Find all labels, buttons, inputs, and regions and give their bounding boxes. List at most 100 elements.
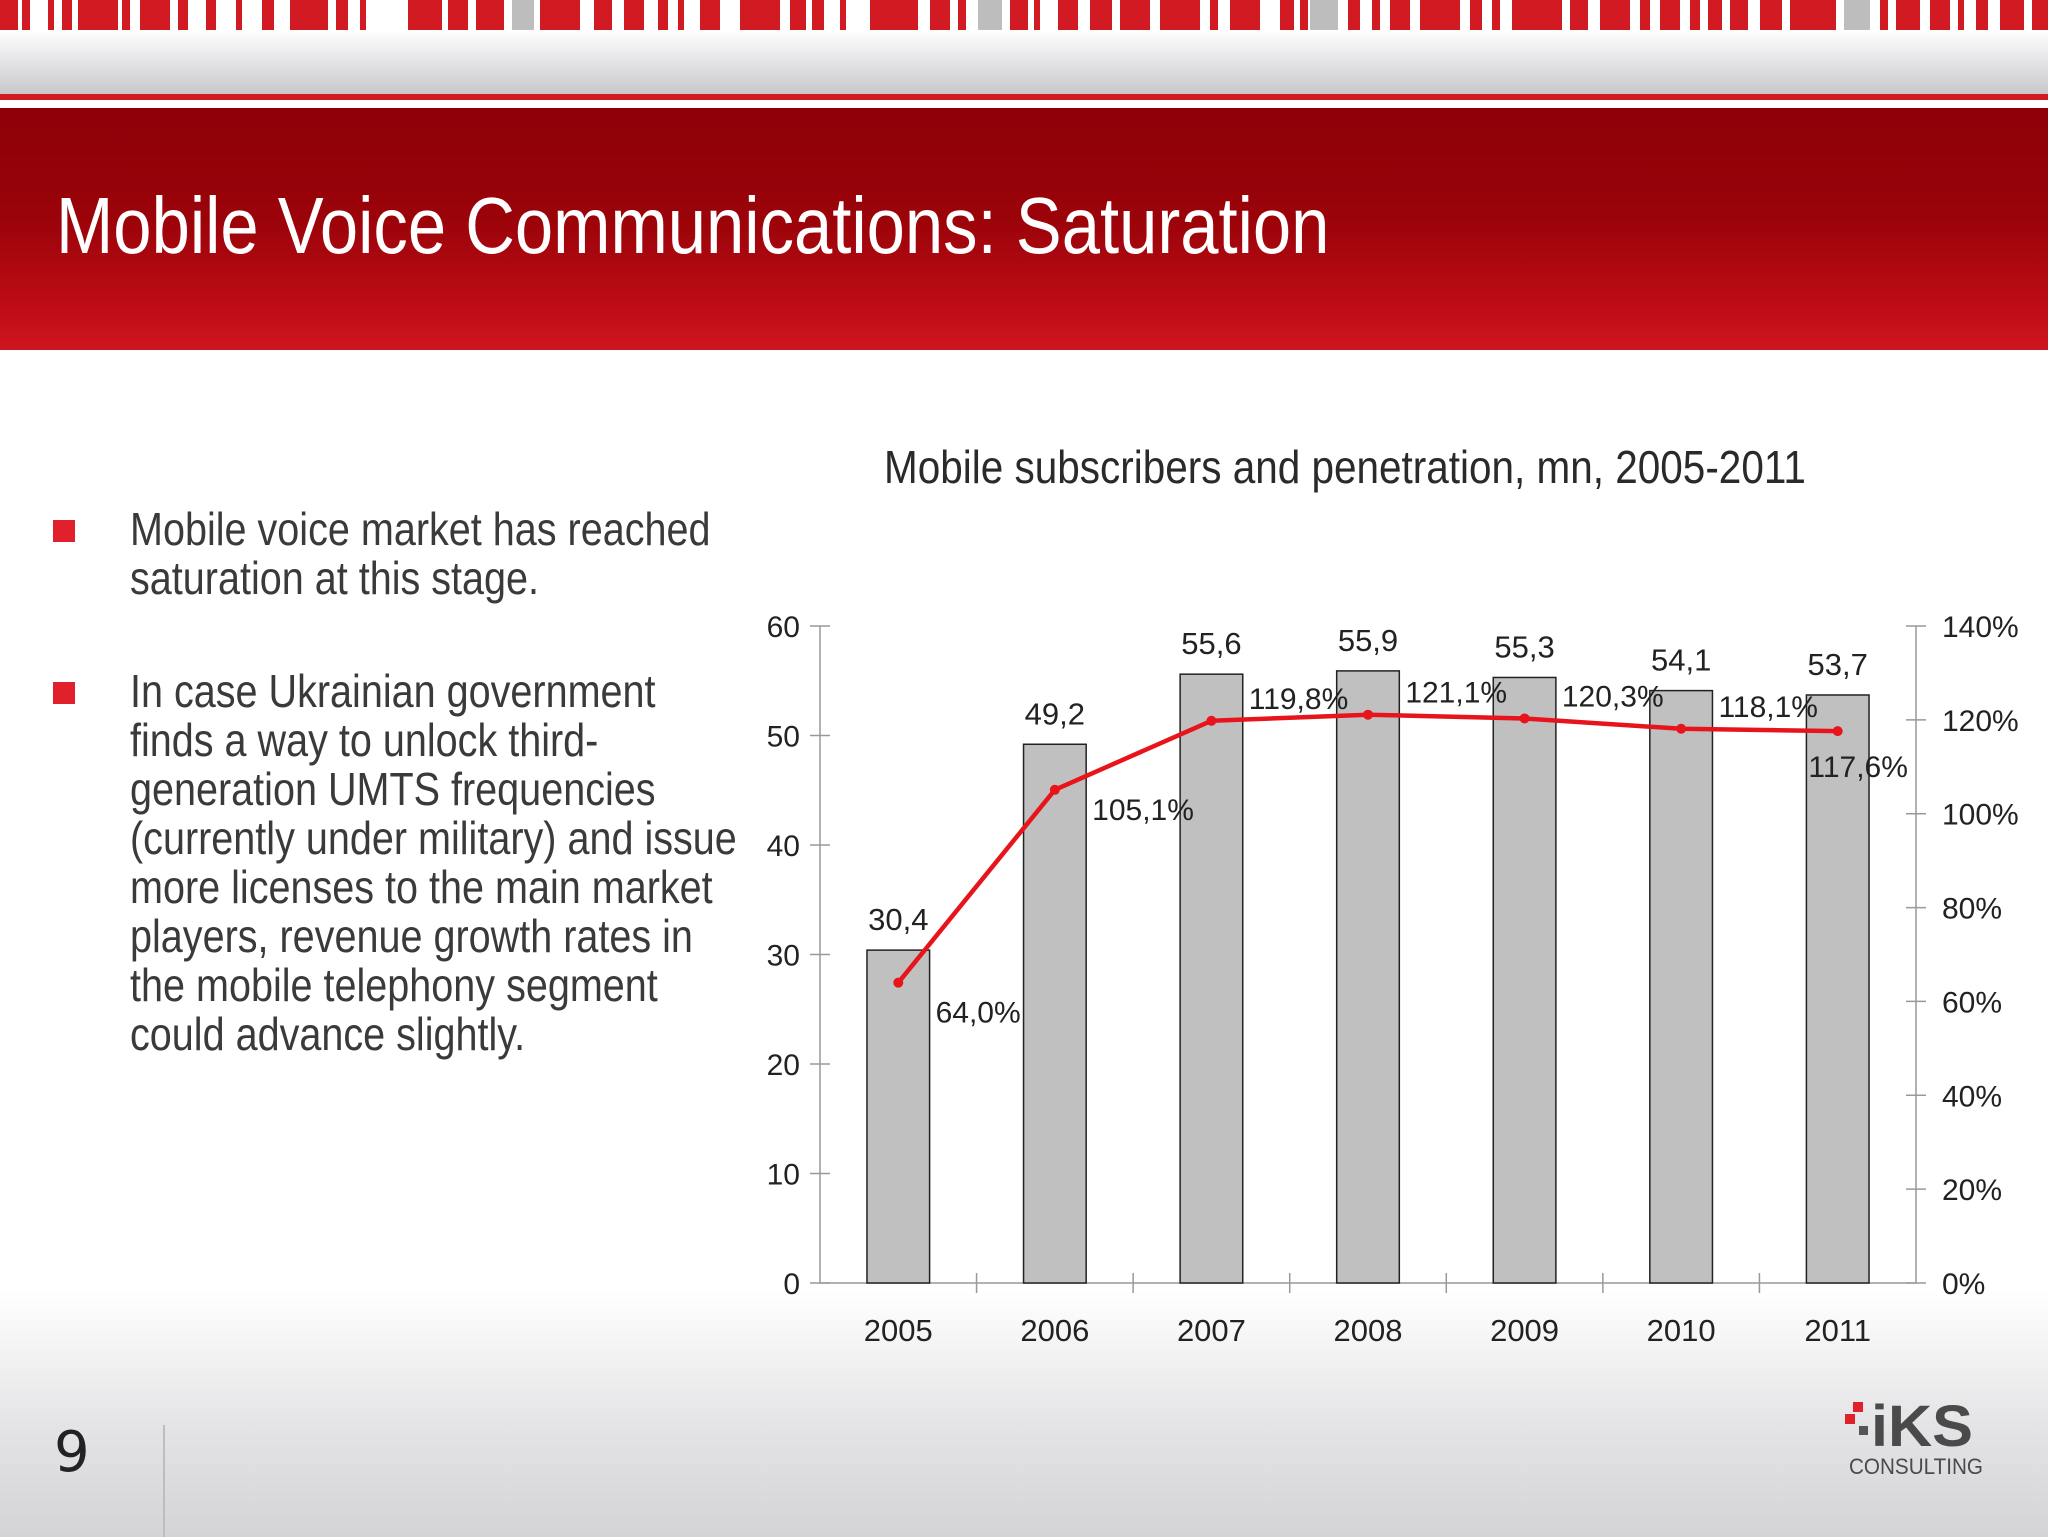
y-right-tick-label: 80% (1942, 893, 2002, 926)
y-right-tick-label: 140% (1942, 611, 2019, 644)
stripe (1372, 0, 1380, 30)
line-point (1519, 713, 1530, 724)
y-right-tick-label: 60% (1942, 986, 2002, 1019)
stripe (336, 0, 348, 30)
stripe (1210, 0, 1218, 30)
stripe (1512, 0, 1562, 30)
stripe (408, 0, 442, 30)
y-right-tick-label: 120% (1942, 705, 2019, 738)
bar (1179, 673, 1244, 1284)
y-right-tick-label: 40% (1942, 1080, 2002, 1113)
stripe (840, 0, 846, 30)
stripe (262, 0, 274, 30)
slide-title: Mobile Voice Communications: Saturation (56, 181, 1330, 270)
y-right-tick-label: 100% (1942, 799, 2019, 832)
x-tick-label: 2009 (1490, 1313, 1559, 1348)
stripe (1880, 0, 1888, 30)
bullet-list: Mobile voice market has reached saturati… (50, 505, 750, 1095)
stripe (958, 0, 966, 30)
stripe (1760, 0, 1782, 30)
stripe (540, 0, 580, 30)
stripe (1492, 0, 1500, 30)
bar (1022, 743, 1087, 1284)
y-left-tick-label: 60 (767, 611, 800, 644)
stripe (1730, 0, 1748, 30)
stripe (790, 0, 806, 30)
x-tick-label: 2007 (1177, 1313, 1246, 1348)
y-left-tick-label: 50 (767, 721, 800, 754)
stripe (360, 0, 366, 30)
y-left-tick-label: 10 (767, 1159, 800, 1192)
stripe (1300, 0, 1308, 30)
stripe (1348, 0, 1360, 30)
stripe (1690, 0, 1700, 30)
page-number: 9 (54, 1420, 90, 1485)
stripe (1310, 0, 1338, 30)
stripe (1958, 0, 1964, 30)
stripe (2000, 0, 2024, 30)
stripe (594, 0, 612, 30)
line-data-label: 64,0% (936, 997, 1021, 1030)
stripe (236, 0, 242, 30)
stripe (2032, 0, 2048, 30)
stripe (740, 0, 780, 30)
line-point (1363, 709, 1373, 720)
bar-data-label: 53,7 (1808, 647, 1868, 682)
stripe (1390, 0, 1410, 30)
stripe (448, 0, 468, 30)
stripe (1010, 0, 1028, 30)
logo-square-icon (1845, 1414, 1855, 1424)
bar (1805, 694, 1870, 1284)
stripe (1896, 0, 1920, 30)
stripe (476, 0, 504, 30)
bullet-square-icon (53, 520, 75, 542)
stripe (658, 0, 668, 30)
logo-square-icon (1859, 1426, 1868, 1435)
bar (1649, 689, 1714, 1284)
stripe (870, 0, 918, 30)
stripe (512, 0, 534, 30)
bar-data-label: 54,1 (1651, 643, 1711, 678)
subscribers-penetration-chart: 0 10 20 30 40 50 60 0% 20% 40% 60% 80% 100% 120% 140% 2… (767, 611, 2019, 1348)
stripe (678, 0, 684, 30)
x-tick-label: 2010 (1647, 1313, 1716, 1348)
stripe (1058, 0, 1078, 30)
stripe (1090, 0, 1112, 30)
line-point (1206, 715, 1217, 726)
y-right-tick-label: 0% (1942, 1268, 1985, 1301)
stripe (48, 0, 54, 30)
bullet-text: Mobile voice market has reached saturati… (130, 503, 711, 604)
y-left-tick-label: 20 (767, 1049, 800, 1082)
chart-title: Mobile subscribers and penetration, mn, … (884, 441, 1806, 493)
bullet-square-icon (53, 682, 75, 704)
stripe (1640, 0, 1650, 30)
bullet-text: In case Ukrainian government finds a way… (130, 665, 737, 1060)
stripe (22, 0, 30, 30)
line-data-label: 118,1% (1718, 691, 1818, 724)
title-bar (0, 108, 2048, 350)
stripe (624, 0, 644, 30)
y-left-tick-label: 0 (783, 1268, 800, 1301)
stripe (78, 0, 118, 30)
line-point (893, 977, 904, 988)
stripe (978, 0, 1002, 30)
stripe (206, 0, 216, 30)
stripe (178, 0, 188, 30)
y-right-tick-label: 20% (1942, 1174, 2002, 1207)
stripe (62, 0, 72, 30)
line-data-label: 105,1% (1092, 794, 1194, 827)
bullet-item: In case Ukrainian government finds a way… (50, 667, 750, 1059)
line-data-label: 117,6% (1808, 751, 1908, 784)
footer-divider (163, 1425, 165, 1537)
stripe (700, 0, 720, 30)
stripe (1930, 0, 1950, 30)
bar (866, 949, 931, 1284)
x-tick-label: 2008 (1334, 1313, 1403, 1348)
stripe (0, 0, 18, 30)
y-left-tick-label: 30 (767, 940, 800, 973)
stripe (122, 0, 130, 30)
stripe (1790, 0, 1836, 30)
x-tick-label: 2006 (1020, 1313, 1089, 1348)
header-red-rule (0, 94, 2048, 100)
stripe (1708, 0, 1722, 30)
